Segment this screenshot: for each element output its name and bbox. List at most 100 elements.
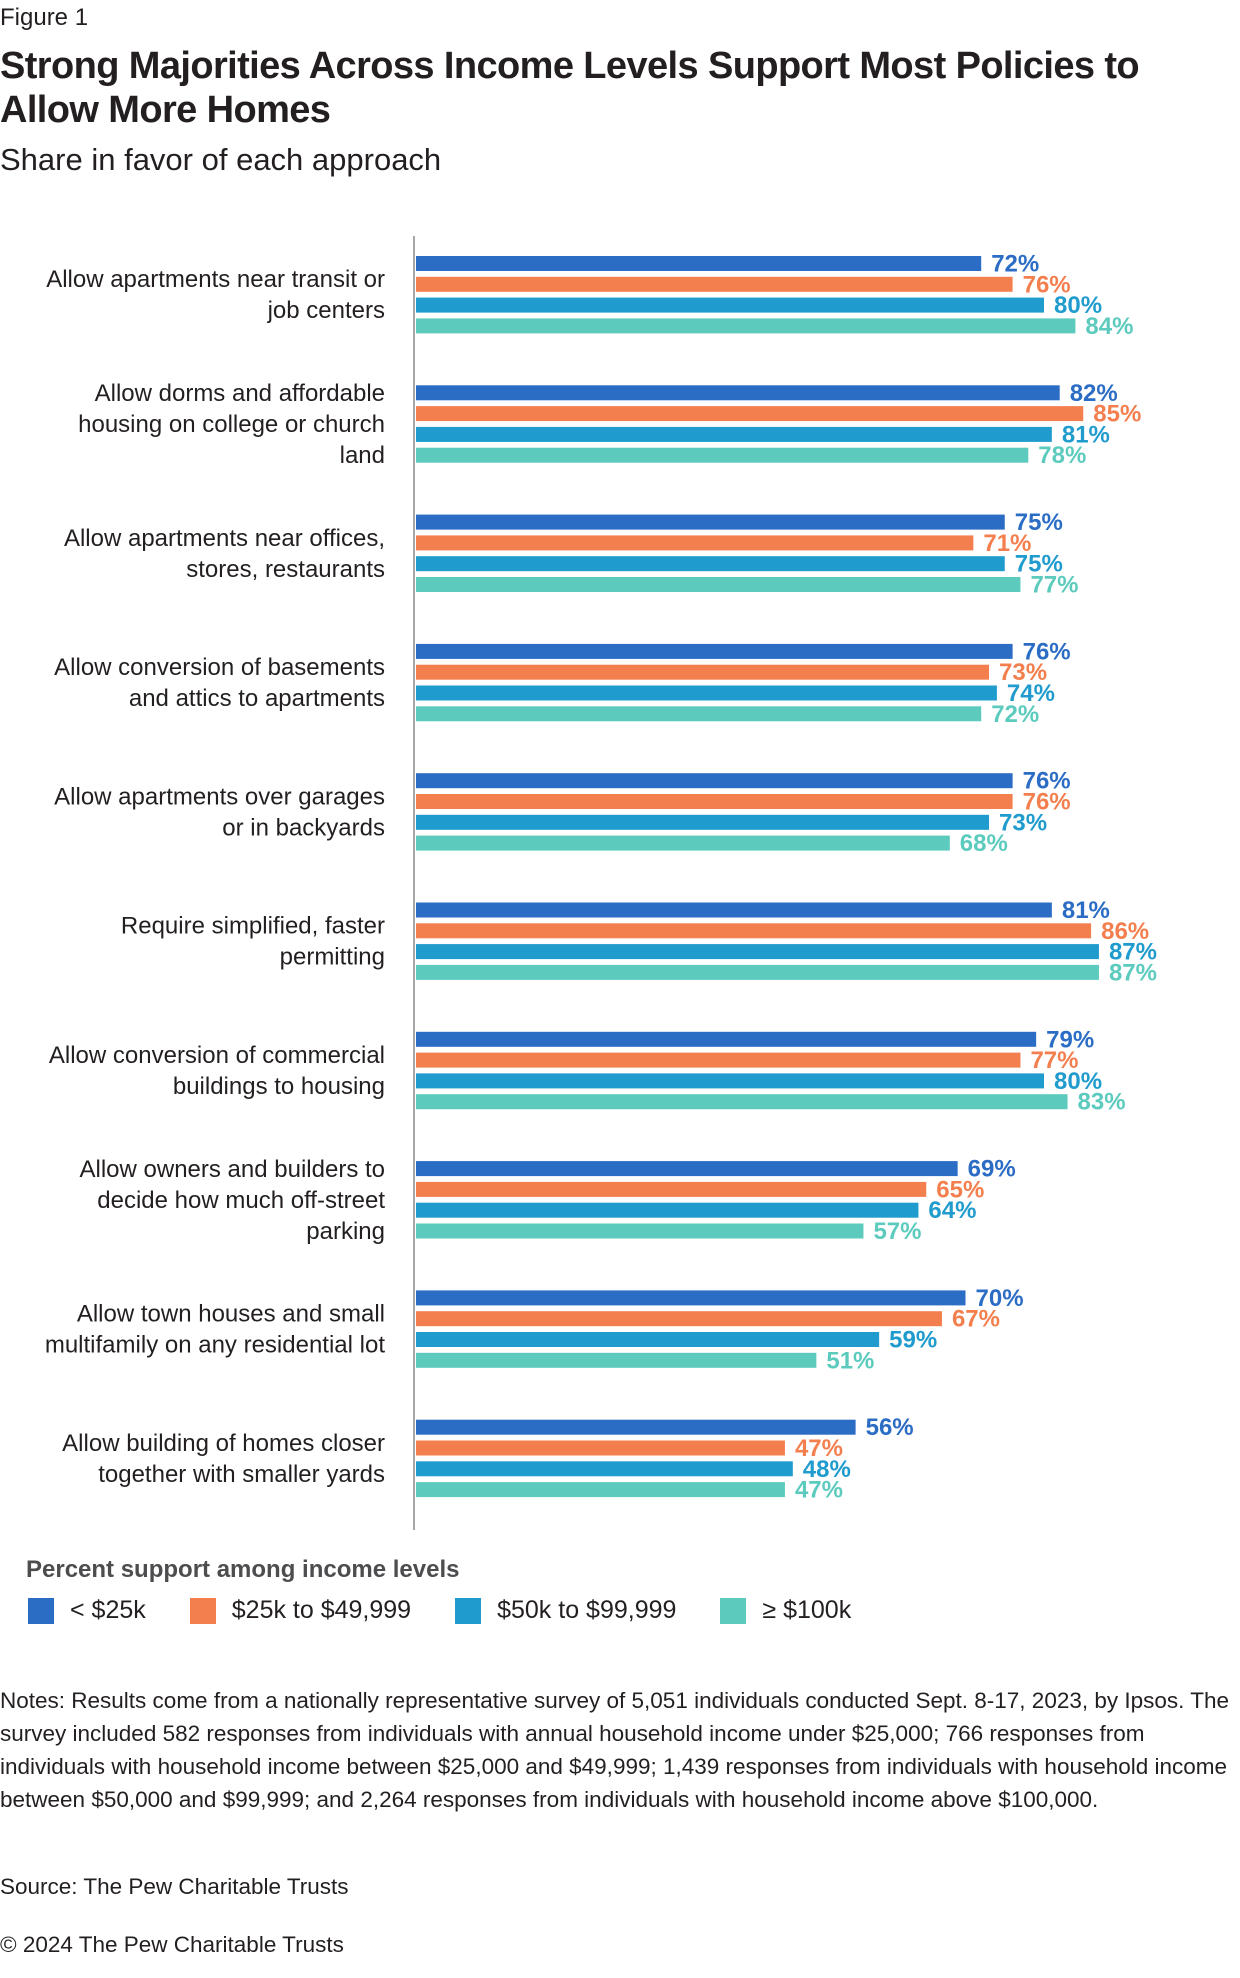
figure-label: Figure 1 bbox=[0, 4, 89, 31]
data-label: 76% bbox=[1023, 638, 1071, 665]
bar bbox=[416, 514, 1005, 530]
category-label: Allow dorms and affordable housing on col… bbox=[78, 380, 385, 469]
data-label: 57% bbox=[873, 1218, 921, 1245]
data-label: 73% bbox=[999, 659, 1047, 686]
data-label: 70% bbox=[976, 1285, 1024, 1312]
data-label: 80% bbox=[1054, 292, 1102, 319]
data-label: 82% bbox=[1070, 380, 1118, 407]
bar bbox=[416, 794, 1013, 809]
data-label: 76% bbox=[1023, 768, 1071, 795]
bar bbox=[416, 944, 1099, 960]
bar bbox=[416, 643, 1013, 659]
data-label: 67% bbox=[952, 1306, 1000, 1333]
data-label: 68% bbox=[960, 830, 1008, 857]
data-label: 74% bbox=[1007, 680, 1055, 707]
legend-swatch bbox=[189, 1597, 216, 1624]
bar bbox=[416, 706, 982, 722]
bar bbox=[416, 406, 1084, 422]
data-label: 48% bbox=[803, 1456, 851, 1483]
bar bbox=[416, 1073, 1044, 1089]
bar bbox=[416, 256, 982, 271]
data-label: 81% bbox=[1062, 897, 1110, 924]
bar bbox=[416, 773, 1013, 789]
category-label: Require simplified, faster permitting bbox=[121, 913, 385, 971]
legend-item-25k-49k: $25k to $49,999 bbox=[189, 1596, 412, 1625]
legend-title: Percent support among income levels bbox=[26, 1556, 460, 1583]
bar bbox=[416, 385, 1060, 401]
data-label: 47% bbox=[795, 1435, 843, 1462]
data-label: 86% bbox=[1101, 918, 1149, 945]
chart-title: Strong Majorities Across Income Levels S… bbox=[0, 45, 1140, 131]
data-label: 84% bbox=[1085, 313, 1133, 340]
legend-item-100k-plus: ≥ $100k bbox=[720, 1596, 851, 1625]
legend-swatch bbox=[720, 1597, 747, 1624]
category-label: Allow apartments near offices, stores, re… bbox=[64, 525, 385, 583]
bar bbox=[416, 1161, 958, 1177]
legend: < $25k $25k to $49,999 $50k to $99,999 ≥… bbox=[28, 1596, 895, 1625]
data-label: 80% bbox=[1054, 1068, 1102, 1095]
bar bbox=[416, 318, 1076, 334]
bar-chart: 72%76%80%84%Allow apartments near transi… bbox=[45, 236, 1157, 1530]
bar bbox=[416, 685, 997, 701]
data-label: 87% bbox=[1109, 959, 1157, 986]
data-label: 79% bbox=[1046, 1026, 1094, 1053]
bar bbox=[416, 577, 1021, 592]
data-label: 72% bbox=[991, 701, 1039, 728]
bar bbox=[416, 426, 1052, 442]
bar bbox=[416, 1181, 927, 1197]
data-label: 56% bbox=[866, 1414, 914, 1441]
data-label: 76% bbox=[1023, 271, 1071, 298]
bar bbox=[416, 835, 950, 851]
legend-label: $50k to $99,999 bbox=[497, 1596, 677, 1624]
data-label: 75% bbox=[1015, 509, 1063, 536]
category-label: Allow conversion of basements and attics … bbox=[54, 654, 385, 712]
legend-label: $25k to $49,999 bbox=[231, 1596, 412, 1624]
data-label: 59% bbox=[889, 1327, 937, 1354]
data-label: 81% bbox=[1062, 421, 1110, 448]
data-label: 69% bbox=[968, 1156, 1016, 1183]
data-label: 77% bbox=[1030, 1047, 1078, 1074]
legend-label: ≥ $100k bbox=[762, 1596, 852, 1624]
legend-swatch bbox=[455, 1597, 482, 1624]
data-label: 73% bbox=[999, 809, 1047, 836]
legend-item-under-25k: < $25k bbox=[28, 1596, 146, 1625]
data-label: 65% bbox=[936, 1176, 984, 1203]
data-label: 78% bbox=[1038, 442, 1086, 469]
bar bbox=[416, 664, 990, 680]
data-label: 51% bbox=[826, 1347, 874, 1374]
category-label: Allow building of homes closer together w… bbox=[62, 1430, 385, 1488]
bar bbox=[416, 814, 990, 830]
legend-label: < $25k bbox=[70, 1596, 146, 1624]
data-label: 85% bbox=[1093, 401, 1141, 428]
data-label: 71% bbox=[983, 530, 1031, 557]
bar bbox=[416, 1031, 1037, 1047]
bar bbox=[416, 1461, 793, 1477]
data-label: 47% bbox=[795, 1477, 843, 1504]
bar bbox=[416, 297, 1044, 313]
bar bbox=[416, 1052, 1021, 1068]
bar bbox=[416, 902, 1052, 918]
bar bbox=[416, 1440, 785, 1456]
data-label: 77% bbox=[1030, 572, 1078, 599]
bar bbox=[416, 1202, 919, 1218]
category-label: Allow apartments near transit or job cent… bbox=[46, 266, 385, 324]
category-label: Allow owners and builders to decide how m… bbox=[80, 1156, 386, 1245]
bar bbox=[416, 1311, 942, 1327]
data-label: 75% bbox=[1015, 551, 1063, 578]
category-label: Allow apartments over garages or in backy… bbox=[54, 783, 385, 841]
legend-item-50k-99k: $50k to $99,999 bbox=[455, 1596, 676, 1625]
bar bbox=[416, 923, 1092, 939]
bar bbox=[416, 1352, 817, 1368]
bar bbox=[416, 447, 1029, 463]
source-note: Source: The Pew Charitable Trusts bbox=[0, 1874, 349, 1899]
bar bbox=[416, 1332, 880, 1347]
data-label: 76% bbox=[1023, 789, 1071, 816]
bar bbox=[416, 535, 974, 551]
bar bbox=[416, 1419, 856, 1435]
category-label: Allow conversion of commercial buildings … bbox=[49, 1042, 385, 1100]
bar bbox=[416, 556, 1005, 572]
data-label: 87% bbox=[1109, 939, 1157, 966]
data-label: 83% bbox=[1078, 1089, 1126, 1116]
chart-subtitle: Share in favor of each approach bbox=[0, 142, 442, 177]
copyright-note: © 2024 The Pew Charitable Trusts bbox=[0, 1932, 344, 1957]
